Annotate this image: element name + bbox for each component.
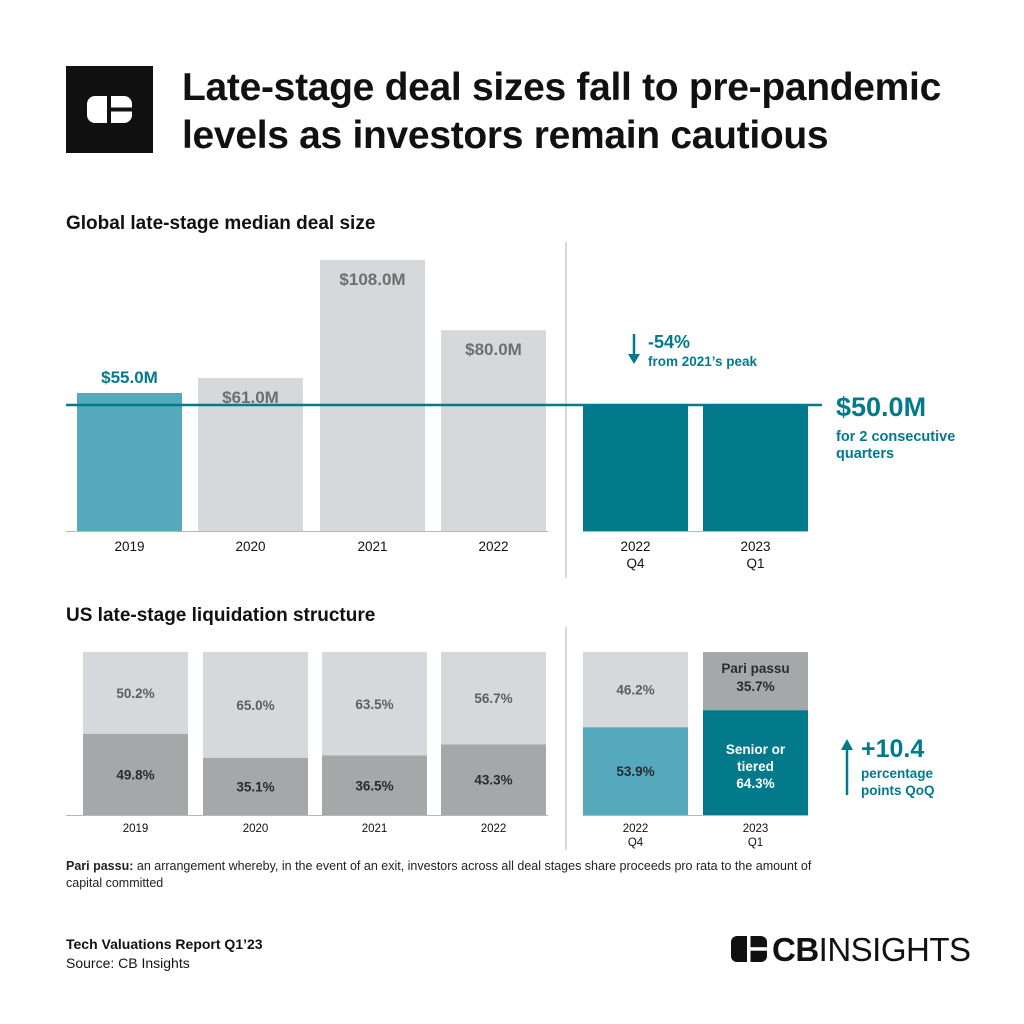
segment-series-name-line2: tiered [737, 759, 774, 774]
stack-segment-upper [703, 652, 808, 711]
chart-title-deal-size: Global late-stage median deal size [66, 213, 376, 234]
x-tick-label: 2021 [362, 823, 388, 835]
stack-segment-lower [203, 757, 308, 815]
segment-value-label: 35.1% [236, 779, 274, 794]
segment-value-label: 46.2% [616, 683, 654, 698]
arrow-down-icon-head [628, 354, 640, 364]
stack-segment-lower [583, 727, 688, 815]
annotation-text-line2: points QoQ [861, 783, 935, 798]
x-tick-label: 2022 [481, 823, 507, 835]
reference-sublabel-line2: quarters [836, 446, 894, 462]
bar-value-label: $55.0M [101, 368, 158, 387]
report-name: Tech Valuations Report Q1’23 [66, 936, 263, 952]
x-tick-label: Q4 [626, 556, 645, 571]
x-tick-label: 2021 [357, 539, 387, 554]
bar-1 [198, 377, 303, 531]
x-tick-label: Q1 [748, 837, 763, 849]
segment-series-name-line1: Senior or [726, 742, 786, 757]
brand-bold: CB [772, 931, 819, 968]
stack-segment-upper [203, 652, 308, 758]
stack-segment-upper [322, 652, 427, 756]
x-tick-label: 2022 [478, 539, 508, 554]
stack-segment-lower [322, 755, 427, 815]
brand-wordmark: CBINSIGHTS [772, 931, 971, 969]
annotation-value: -54% [648, 332, 690, 352]
annotation-text-line1: percentage [861, 766, 934, 781]
segment-value-label: 35.7% [736, 679, 774, 694]
brand-rest: INSIGHTS [818, 931, 971, 968]
segment-series-name: Pari passu [721, 661, 789, 676]
liquidation-structure-chart: 50.2% 49.8% 2019 65.0% 35.1% 2020 63.5% 36.5% 20… [66, 627, 935, 850]
segment-value-label: 65.0% [236, 698, 274, 713]
annotation-text: from 2021’s peak [648, 354, 758, 369]
deal-size-chart: $55.0M 2019 $61.0M 2020 $108.0M 2021 $80.0M 202… [66, 242, 955, 578]
bar-0 [77, 392, 182, 531]
bar-4 [583, 405, 688, 531]
bar-value-label: $61.0M [222, 388, 279, 407]
annotation-value: +10.4 [861, 735, 924, 763]
x-tick-label: 2020 [243, 823, 269, 835]
footnote: Pari passu: an arrangement whereby, in t… [66, 858, 826, 892]
stack-segment-upper [441, 652, 546, 745]
page-title: Late-stage deal sizes fall to pre-pandem… [182, 66, 941, 157]
x-tick-label: 2023 [743, 823, 769, 835]
x-tick-label: 2022 [623, 823, 649, 835]
bar-3 [441, 330, 546, 531]
cb-insights-logo-icon [731, 936, 767, 962]
segment-value-label: 56.7% [474, 691, 512, 706]
segment-value-label: 53.9% [616, 764, 654, 779]
x-tick-label: 2019 [123, 823, 149, 835]
x-tick-label: 2022 [620, 539, 650, 554]
footnote-term: Pari passu: [66, 859, 134, 873]
reference-sublabel-line1: for 2 consecutive [836, 429, 955, 445]
chart-title-liquidation: US late-stage liquidation structure [66, 605, 376, 626]
stack-segment-upper [583, 652, 688, 728]
bar-2 [320, 259, 425, 531]
bar-value-label: $108.0M [339, 270, 405, 289]
segment-value-label: 63.5% [355, 697, 393, 712]
cb-insights-logo-icon [66, 66, 153, 153]
reference-value-label: $50.0M [836, 392, 926, 422]
segment-value-label: 36.5% [355, 778, 393, 793]
x-tick-label: 2020 [235, 539, 265, 554]
arrow-up-icon-head [841, 739, 853, 750]
stack-segment-lower [83, 733, 188, 815]
x-tick-label: 2023 [740, 539, 770, 554]
stack-segment-lower [441, 744, 546, 815]
footnote-text: an arrangement whereby, in the event of … [66, 859, 812, 890]
segment-value-label: 43.3% [474, 773, 512, 788]
x-tick-label: Q4 [628, 837, 644, 849]
segment-value-label: 64.3% [736, 776, 774, 791]
stack-segment-lower [703, 710, 808, 815]
segment-value-label: 49.8% [116, 767, 154, 782]
segment-value-label: 50.2% [116, 686, 154, 701]
bar-value-label: $80.0M [465, 340, 522, 359]
x-tick-label: Q1 [746, 556, 764, 571]
cb-insights-brand[interactable] [731, 930, 961, 974]
stack-segment-upper [83, 652, 188, 734]
bar-5 [703, 405, 808, 531]
x-tick-label: 2019 [114, 539, 144, 554]
source-line: Source: CB Insights [66, 955, 190, 971]
